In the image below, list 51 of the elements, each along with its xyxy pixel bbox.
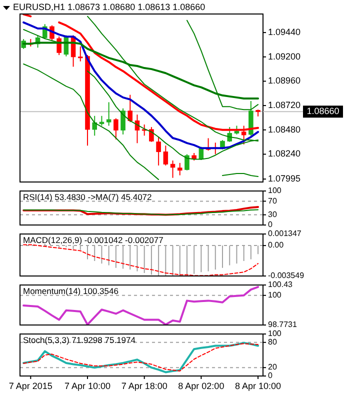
chart-title: MACD(12,26,9) -0.001042 -0.002077 [23,235,164,245]
y-tick-label: 1.09200 [268,51,301,62]
x-tick-label: 7 Apr 10:00 [64,381,111,391]
y-tick-label: 20 [268,362,278,372]
x-tick-label: 7 Apr 2015 [8,381,52,391]
candlestick [227,126,232,142]
candlestick [149,126,154,142]
y-tick-label: 100 [268,290,282,300]
y-tick-label: 1.09440 [268,26,301,37]
y-tick-label: 1.08240 [268,148,301,159]
y-tick-label: 80 [268,338,278,347]
y-tick-label: 1.08480 [268,124,301,134]
candlestick [177,162,182,176]
line-series [22,286,260,325]
y-tick-label: 0.001347 [268,229,302,238]
ref-line-label: 1.08660 [306,106,340,116]
x-tick-label: 7 Apr 18:00 [121,381,168,391]
x-tick-label: 8 Apr 10:00 [235,381,282,391]
candlestick [78,46,83,62]
candlestick [120,108,126,135]
y-tick-label: 70 [268,196,278,206]
candlestick [156,136,161,166]
candlestick [248,100,254,136]
y-tick-label: 100 [268,186,282,196]
y-tick-label: 100 [268,329,282,338]
line-series [23,244,259,276]
y-tick-label: 30 [268,210,278,219]
y-tick-label: 0 [268,371,273,380]
line-series [22,206,260,216]
candlestick [114,118,118,140]
candlestick [92,115,97,136]
y-tick-label: 1.08720 [268,100,301,110]
candlestick [106,102,112,126]
candlestick [163,145,168,166]
chart-title: Momentum(14) 100.3546 [23,286,119,296]
y-tick-label: 0 [268,220,273,230]
y-tick-label: -0.003549 [268,271,305,280]
x-tick-label: 8 Apr 02:00 [178,381,224,391]
candlestick [184,154,190,171]
candlestick [170,160,176,178]
y-tick-label: 100.43 [268,280,294,290]
chart-title: Stoch(5,3,3) 71.9298 75.1974 [23,335,136,345]
y-tick-label: 1.07995 [268,173,301,184]
chart-title: EURUSD,H1 1.08673 1.08680 1.08613 1.08660 [13,2,206,12]
candlestick [128,94,133,123]
chart-title: RSI(14) 53.4830 ->MA(7) 45.4072 [23,192,152,202]
line-series [22,21,260,150]
y-tick-label: 0.00 [268,240,284,250]
y-tick-label: 98.7731 [268,320,298,330]
y-tick-label: 1.08960 [268,76,301,86]
candlestick [142,124,147,136]
